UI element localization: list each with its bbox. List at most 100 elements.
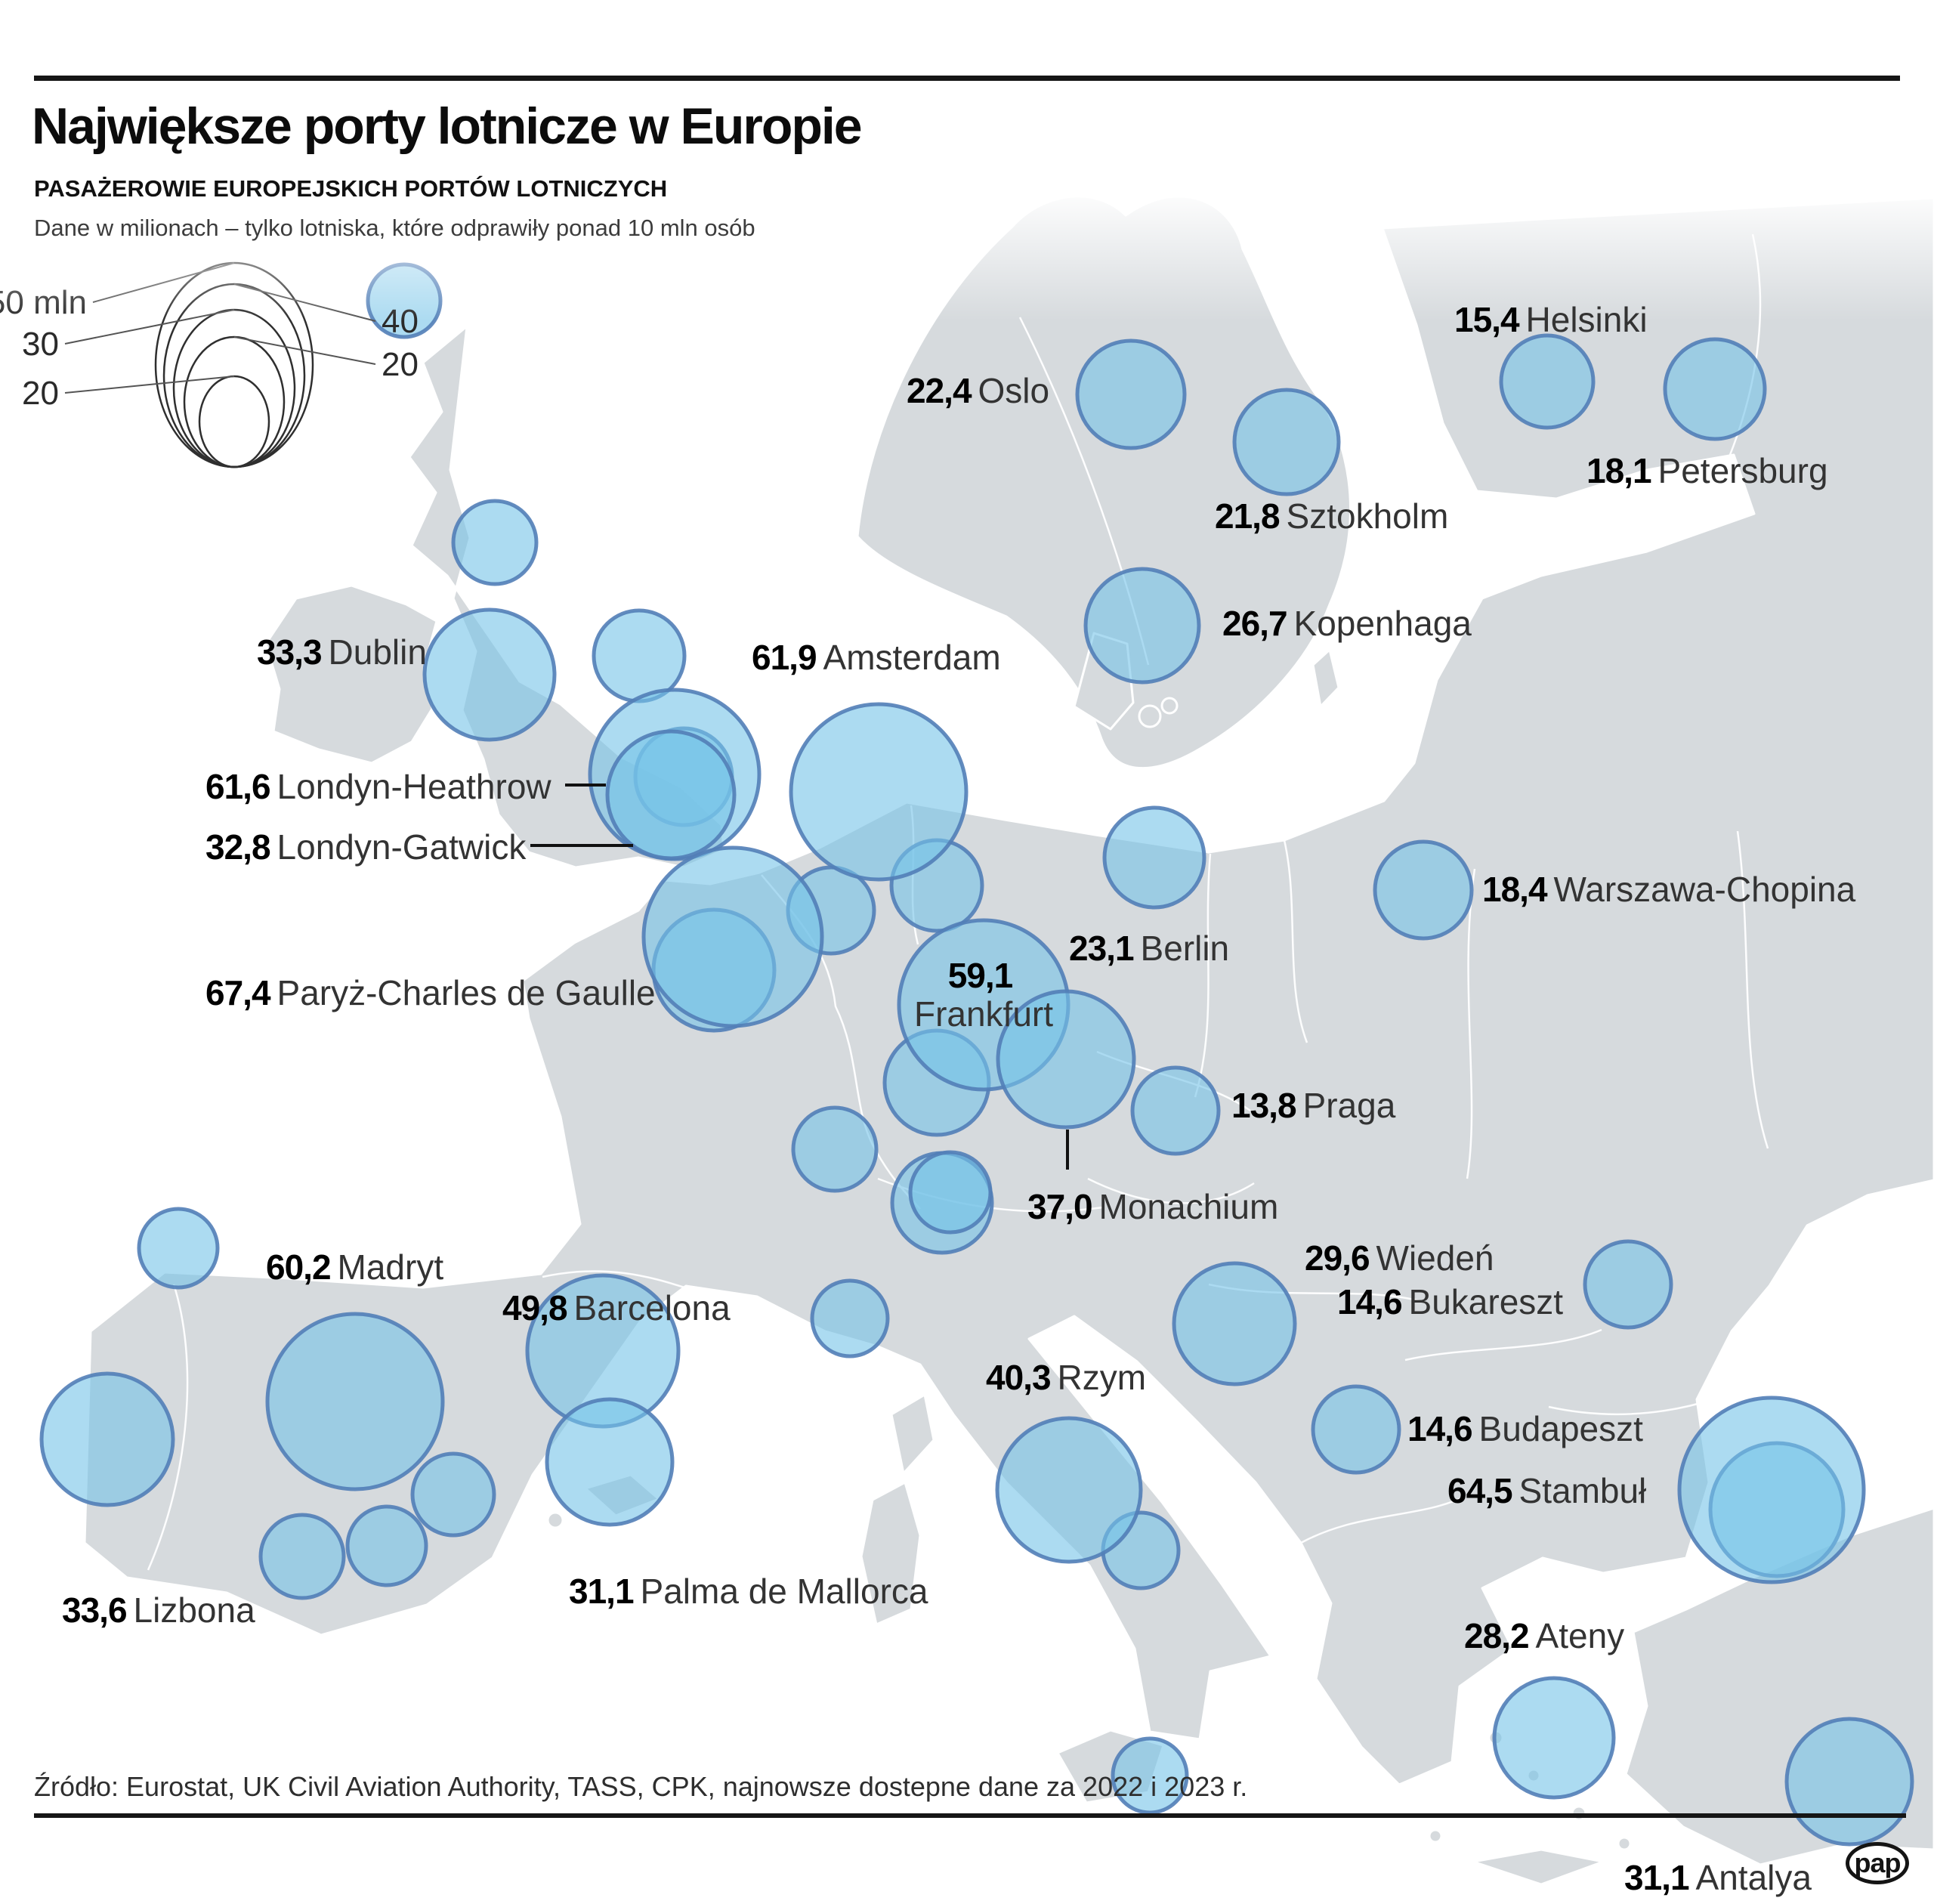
airport-value: 49,8 (502, 1288, 568, 1328)
leader-line (565, 784, 606, 787)
land-corsica (890, 1393, 935, 1475)
airport-value: 13,8 (1231, 1086, 1297, 1125)
airport-bubble-bukareszt (1583, 1239, 1673, 1330)
airport-label-petersburg: 18,1 Petersburg (1586, 452, 1828, 490)
airport-bubble-lizbona (39, 1371, 175, 1507)
airport-name: Stambuł (1518, 1471, 1647, 1510)
airport-bubble-antalya (1784, 1717, 1914, 1847)
airport-name: Petersburg (1657, 451, 1828, 490)
airport-label-lizbona: 33,6 Lizbona (62, 1591, 255, 1630)
airport-name: Barcelona (573, 1288, 731, 1328)
airport-label-wiede-: 29,6 Wiedeń (1305, 1239, 1494, 1278)
airport-value: 61,6 (205, 767, 271, 806)
airport-bubble-londyn-gatwick (605, 729, 737, 861)
airport-bubble-praga (1130, 1065, 1221, 1156)
land-sardinia (860, 1481, 922, 1626)
airport-name: Frankfurt (913, 994, 1054, 1034)
airport-bubble-unlabeled (810, 1278, 890, 1358)
airport-name: Palma de Mallorca (640, 1572, 928, 1611)
top-rule (34, 76, 1900, 81)
airport-label-pary-charles-de-gaulle: 67,4 Paryż-Charles de Gaulle (205, 974, 656, 1012)
airport-bubbles-layer (39, 262, 1914, 1847)
airport-bubble-unlabeled (451, 499, 539, 586)
airport-value: 15,4 (1454, 300, 1520, 339)
airport-name: Bukareszt (1408, 1282, 1564, 1321)
airport-value: 14,6 (1337, 1282, 1403, 1321)
airport-label-londyn-heathrow: 61,6 Londyn-Heathrow (205, 768, 551, 806)
airport-label-barcelona: 49,8 Barcelona (502, 1289, 731, 1328)
airport-label-kopenhaga: 26,7 Kopenhaga (1222, 604, 1472, 643)
airport-name: Lizbona (133, 1590, 255, 1630)
airport-value: 18,4 (1482, 870, 1548, 909)
airport-name: Sztokholm (1286, 496, 1449, 536)
airport-label-stambu-: 64,5 Stambuł (1447, 1472, 1646, 1510)
airport-name: Kopenhaga (1293, 604, 1472, 643)
legend-label: 20 (382, 346, 419, 383)
airport-label-rzym: 40,3 Rzym (986, 1358, 1146, 1397)
airport-name: Warszawa-Chopina (1553, 870, 1856, 909)
airport-bubble-dublin (422, 607, 557, 742)
airport-name: Londyn-Gatwick (277, 827, 527, 867)
airport-name: Rzym (1057, 1358, 1147, 1397)
airport-label-helsinki: 15,4 Helsinki (1454, 301, 1648, 339)
airport-value: 32,8 (205, 827, 271, 867)
airport-name: Antalya (1695, 1858, 1812, 1897)
island (546, 1511, 564, 1529)
bottom-rule (34, 1813, 1906, 1818)
airport-bubble-kopenhaga (1083, 567, 1201, 685)
airport-label-frankfurt: 59,1 Frankfurt (914, 957, 1053, 1033)
airport-label-praga: 13,8 Praga (1231, 1086, 1395, 1125)
airport-bubble-unlabeled (410, 1451, 496, 1538)
airport-value: 31,1 (1624, 1858, 1690, 1897)
airport-label-budapeszt: 14,6 Budapeszt (1407, 1410, 1643, 1448)
airport-name: Berlin (1140, 929, 1230, 968)
airport-bubble-berlin (1102, 805, 1206, 910)
airport-bubble-oslo (1075, 338, 1187, 450)
airport-label-warszawa-chopina: 18,4 Warszawa-Chopina (1482, 870, 1855, 909)
airport-bubble-unlabeled (791, 1105, 879, 1193)
land-crete (1472, 1848, 1605, 1886)
airport-value: 28,2 (1464, 1616, 1530, 1655)
airport-name: Helsinki (1525, 300, 1648, 339)
airport-label-sztokholm: 21,8 Sztokholm (1215, 497, 1448, 536)
airport-bubble-ateny (1492, 1676, 1616, 1800)
airport-label-ateny: 28,2 Ateny (1464, 1617, 1624, 1655)
island (1138, 704, 1162, 728)
airport-value: 33,6 (62, 1590, 128, 1630)
airport-bubble-warszawa-chopina (1373, 839, 1474, 941)
airport-name: Paryż-Charles de Gaulle (277, 973, 656, 1012)
airport-bubble-unlabeled (258, 1513, 346, 1600)
airport-label-oslo: 22,4 Oslo (907, 372, 1049, 410)
legend-label: 20 (22, 375, 59, 412)
source-line: Źródło: Eurostat, UK Civil Aviation Auth… (34, 1771, 1248, 1802)
airport-bubble-budapeszt (1311, 1384, 1401, 1475)
airport-name: Madryt (337, 1247, 444, 1287)
airport-value: 67,4 (205, 973, 271, 1012)
airport-name: Londyn-Heathrow (277, 767, 551, 806)
airport-value: 64,5 (1447, 1471, 1513, 1510)
airport-bubble-petersburg (1663, 337, 1767, 441)
island (1617, 1836, 1632, 1851)
airport-bubble-helsinki (1499, 333, 1596, 430)
airport-label-monachium: 37,0 Monachium (1027, 1188, 1278, 1226)
leader-line (1066, 1130, 1069, 1170)
legend-leader (64, 376, 235, 394)
pap-logo: pap (1846, 1842, 1909, 1884)
island (1160, 697, 1179, 715)
airport-label-bukareszt: 14,6 Bukareszt (1337, 1283, 1563, 1321)
airport-bubble-palma-de-mallorca (545, 1397, 675, 1527)
airport-name: Oslo (978, 371, 1050, 410)
airport-label-amsterdam: 61,9 Amsterdam (752, 638, 1001, 677)
airport-value: 18,1 (1586, 451, 1652, 490)
airport-value: 26,7 (1222, 604, 1288, 643)
airport-label-madryt: 60,2 Madryt (266, 1248, 443, 1287)
airport-value: 22,4 (907, 371, 972, 410)
airport-name: Amsterdam (823, 638, 1001, 677)
airport-label-berlin: 23,1 Berlin (1069, 929, 1229, 968)
legend-label: 30 (22, 326, 59, 363)
airport-name: Praga (1302, 1086, 1396, 1125)
airport-label-dublin: 33,3 Dublin (257, 633, 427, 672)
airport-value: 37,0 (1027, 1187, 1093, 1226)
